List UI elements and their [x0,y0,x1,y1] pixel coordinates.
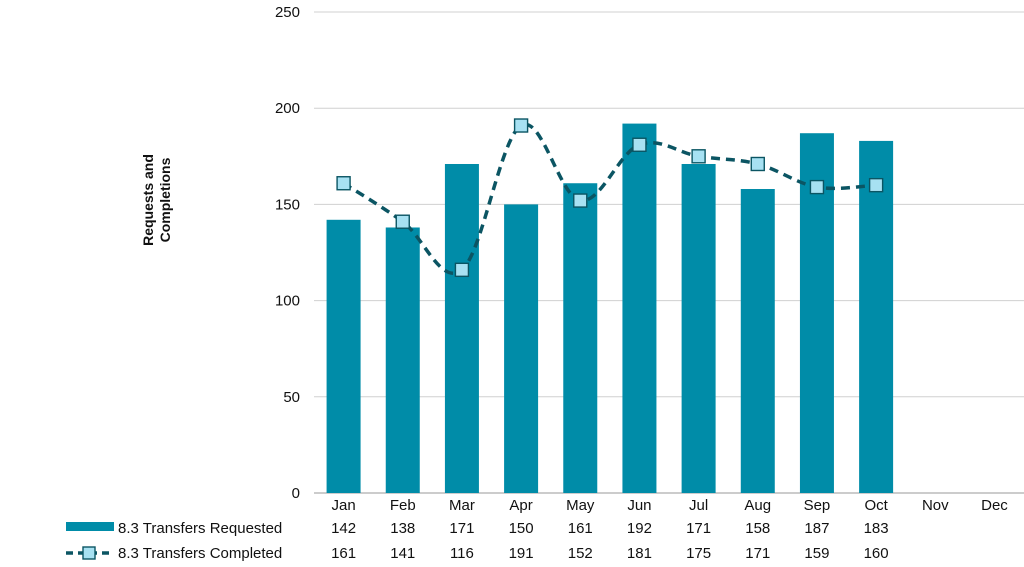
gridlines [314,11,1024,494]
table-cell-requested: 171 [449,520,474,537]
completed-series-line [342,122,877,275]
bars [326,123,894,494]
table-cell-completed: 116 [450,545,474,562]
table-cell-requested: 187 [804,520,829,537]
x-tick-label: Jul [689,497,708,514]
table-cell-completed: 175 [686,545,711,562]
data-table: 8.3 Transfers Requested 142 138 171 150 161 19… [66,520,889,562]
x-tick-label: Sep [804,497,831,514]
legend-swatch-requested [66,522,114,531]
y-tick-label: 50 [283,389,300,406]
table-cell-completed: 161 [331,545,356,562]
y-axis-label: Requests andCompletions [140,154,173,246]
bar [504,204,539,493]
completed-marker [809,179,825,195]
completed-marker [336,176,351,191]
x-tick-label: Jan [331,497,355,514]
table-cell-requested: 150 [509,520,534,537]
table-cell-completed: 181 [627,545,652,562]
bar [385,227,420,493]
y-tick-label: 0 [292,485,300,502]
y-tick-label: 100 [275,293,300,310]
table-cell-completed: 159 [804,545,829,562]
completed-marker [750,156,765,172]
x-tick-label: Aug [744,497,771,514]
legend-label-completed: 8.3 Transfers Completed [118,545,282,562]
bar [326,219,361,494]
table-cell-requested: 171 [686,520,711,537]
x-tick-label: Jun [627,497,651,514]
table-cell-completed: 152 [568,545,593,562]
y-axis-label-line: Completions [157,157,173,242]
x-tick-label: Mar [449,497,475,514]
x-tick-label: Apr [509,497,532,514]
y-tick-labels: 0 50 100 150 200 250 [275,4,300,502]
table-cell-requested: 142 [331,520,356,537]
y-tick-label: 250 [275,4,300,21]
completed-marker [513,118,529,133]
legend-label-requested: 8.3 Transfers Requested [118,520,282,537]
table-cell-completed: 160 [864,545,889,562]
legend-swatch-completed-marker [82,546,96,560]
x-tick-label: Dec [981,497,1008,514]
x-tick-label: Nov [922,497,949,514]
bar [563,183,598,493]
completed-line [336,118,884,278]
bar [681,163,716,493]
completed-marker [691,149,706,164]
bar [859,140,894,493]
table-cell-completed: 171 [745,545,770,562]
x-tick-label: Feb [390,497,416,514]
x-tick-label: Oct [864,497,888,514]
table-cell-requested: 158 [745,520,770,537]
completed-marker [632,137,647,152]
table-cell-requested: 192 [627,520,652,537]
y-tick-label: 150 [275,196,300,213]
y-tick-label: 200 [275,100,300,117]
x-tick-label: May [566,497,595,514]
x-tick-labels: Jan Feb Mar Apr May Jun Jul Aug Sep Oct Nov Dec [331,497,1008,514]
table-cell-requested: 138 [390,520,415,537]
completed-marker [868,177,884,193]
table-cell-completed: 191 [509,545,534,562]
table-cell-requested: 183 [864,520,889,537]
bar [622,123,657,493]
bar [444,163,479,493]
bar [740,189,775,493]
completed-marker [454,262,470,278]
y-axis-label-line: Requests and [140,154,156,246]
table-cell-requested: 161 [568,520,593,537]
completed-marker [573,193,588,208]
completed-marker [395,214,410,229]
table-cell-completed: 141 [390,545,415,562]
